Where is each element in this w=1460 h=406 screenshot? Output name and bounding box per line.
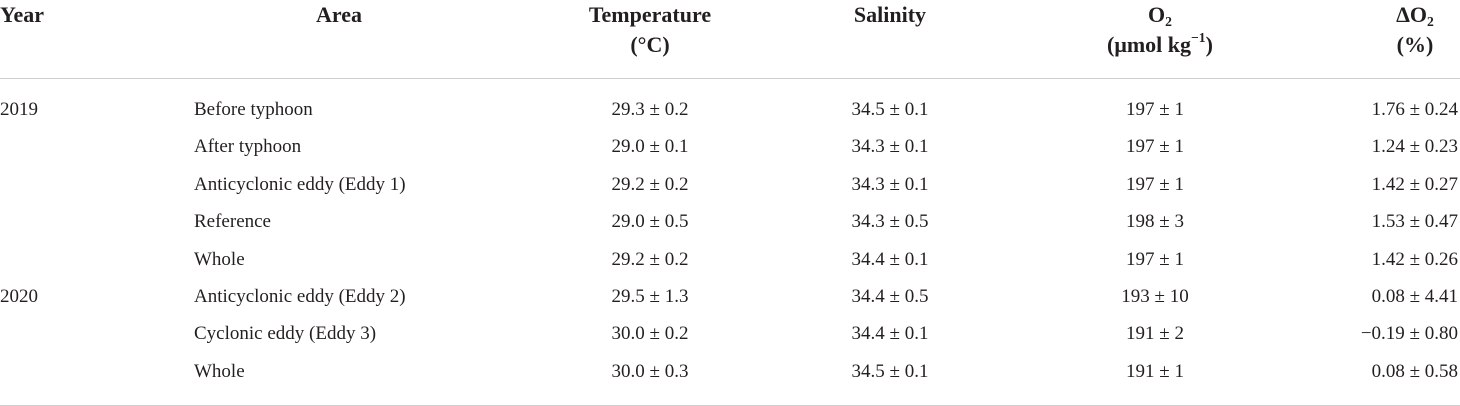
header-o2-unit-pre: (μmol kg <box>1107 32 1192 57</box>
cell-o2: 197 ± 1 <box>1126 248 1184 270</box>
header-o2-main: O <box>1148 2 1166 27</box>
cell-delta-o2: 0.08 ± 0.58 <box>1371 360 1458 382</box>
cell-delta-o2: 1.53 ± 0.47 <box>1371 211 1458 233</box>
cell-delta-o2: −0.19 ± 0.80 <box>1360 323 1458 345</box>
cell-temperature: 29.2 ± 0.2 <box>611 173 689 195</box>
cell-o2: 191 ± 1 <box>1126 360 1184 382</box>
cell-salinity: 34.4 ± 0.5 <box>851 286 929 307</box>
cell-area: Reference <box>194 211 271 233</box>
cell-year: 2019 <box>0 99 38 120</box>
cell-o2: 191 ± 2 <box>1126 323 1184 345</box>
cell-o2: 198 ± 3 <box>1126 211 1184 233</box>
cell-salinity: 34.5 ± 0.1 <box>851 99 929 120</box>
table-row: After typhoon 29.0 ± 0.1 34.3 ± 0.1 197 ± 1… <box>0 128 1460 165</box>
header-delta-o2: ΔO2 (%) <box>1380 0 1450 60</box>
header-o2-sub: 2 <box>1165 14 1172 30</box>
table-row: 2020 Anticyclonic eddy (Eddy 2) 29.5 ± 1.3… <box>0 278 1460 315</box>
table-row: Reference 29.0 ± 0.5 34.3 ± 0.5 198 ± 3 1.53… <box>0 203 1460 240</box>
table-row: Whole 30.0 ± 0.3 34.5 ± 0.1 191 ± 1 0.08 ± 0… <box>0 353 1460 390</box>
header-temperature-unit: (°C) <box>630 32 670 57</box>
cell-temperature: 29.5 ± 1.3 <box>611 286 689 307</box>
cell-salinity: 34.4 ± 0.1 <box>851 248 929 270</box>
header-area: Area <box>315 2 363 27</box>
table-body: 2019 Before typhoon 29.3 ± 0.2 34.5 ± 0.1 19… <box>0 79 1460 406</box>
cell-delta-o2: 1.76 ± 0.24 <box>1371 99 1458 120</box>
cell-salinity: 34.3 ± 0.1 <box>851 173 929 195</box>
header-delta-o2-label: ΔO2 <box>1380 0 1450 30</box>
header-delta-o2-sub: 2 <box>1427 14 1434 30</box>
cell-salinity: 34.3 ± 0.1 <box>851 136 929 158</box>
header-year: Year <box>0 2 44 27</box>
table-row: Anticyclonic eddy (Eddy 1) 29.2 ± 0.2 34.3… <box>0 166 1460 203</box>
cell-area: Anticyclonic eddy (Eddy 2) <box>194 286 406 307</box>
cell-temperature: 30.0 ± 0.3 <box>611 360 689 382</box>
cell-o2: 193 ± 10 <box>1121 286 1189 307</box>
cell-delta-o2: 1.42 ± 0.27 <box>1371 173 1458 195</box>
cell-salinity: 34.5 ± 0.1 <box>851 360 929 382</box>
table-row: Cyclonic eddy (Eddy 3) 30.0 ± 0.2 34.4 ± 0… <box>0 315 1460 352</box>
cell-area: Anticyclonic eddy (Eddy 1) <box>194 173 406 195</box>
cell-temperature: 30.0 ± 0.2 <box>611 323 689 345</box>
cell-temperature: 29.2 ± 0.2 <box>611 248 689 270</box>
header-o2-unit-sup: −1 <box>1191 29 1206 45</box>
cell-salinity: 34.3 ± 0.5 <box>851 211 929 233</box>
cell-temperature: 29.3 ± 0.2 <box>611 99 689 120</box>
cell-o2: 197 ± 1 <box>1126 173 1184 195</box>
cell-delta-o2: 0.08 ± 4.41 <box>1371 286 1458 307</box>
cell-o2: 197 ± 1 <box>1126 99 1184 120</box>
cell-area: Before typhoon <box>194 99 313 120</box>
header-o2-label: O2 <box>1085 0 1235 30</box>
header-delta-o2-unit: (%) <box>1396 32 1434 57</box>
cell-o2: 197 ± 1 <box>1126 136 1184 158</box>
table-row: Whole 29.2 ± 0.2 34.4 ± 0.1 197 ± 1 1.42 ± 0… <box>0 241 1460 278</box>
cell-area: Whole <box>194 248 245 270</box>
header-o2-unit: (μmol kg−1) <box>1085 30 1235 60</box>
cell-area: Whole <box>194 360 245 382</box>
header-salinity: Salinity <box>853 2 927 27</box>
cell-delta-o2: 1.42 ± 0.26 <box>1371 248 1458 270</box>
cell-temperature: 29.0 ± 0.1 <box>611 136 689 158</box>
header-o2: O2 (μmol kg−1) <box>1085 0 1235 60</box>
table-header: Year Area Temperature (°C) Salinity O2 (… <box>0 0 1460 79</box>
header-temperature: Temperature (°C) <box>575 0 725 60</box>
cell-delta-o2: 1.24 ± 0.23 <box>1371 136 1458 158</box>
cell-salinity: 34.4 ± 0.1 <box>851 323 929 345</box>
cell-area: Cyclonic eddy (Eddy 3) <box>194 323 377 345</box>
cell-temperature: 29.0 ± 0.5 <box>611 211 689 233</box>
header-delta-o2-main: ΔO <box>1396 2 1428 27</box>
header-o2-unit-post: ) <box>1205 32 1213 57</box>
header-temperature-label: Temperature <box>588 2 712 27</box>
table-row: 2019 Before typhoon 29.3 ± 0.2 34.5 ± 0.1 19… <box>0 91 1460 128</box>
cell-area: After typhoon <box>194 136 302 158</box>
cell-year: 2020 <box>0 286 38 307</box>
